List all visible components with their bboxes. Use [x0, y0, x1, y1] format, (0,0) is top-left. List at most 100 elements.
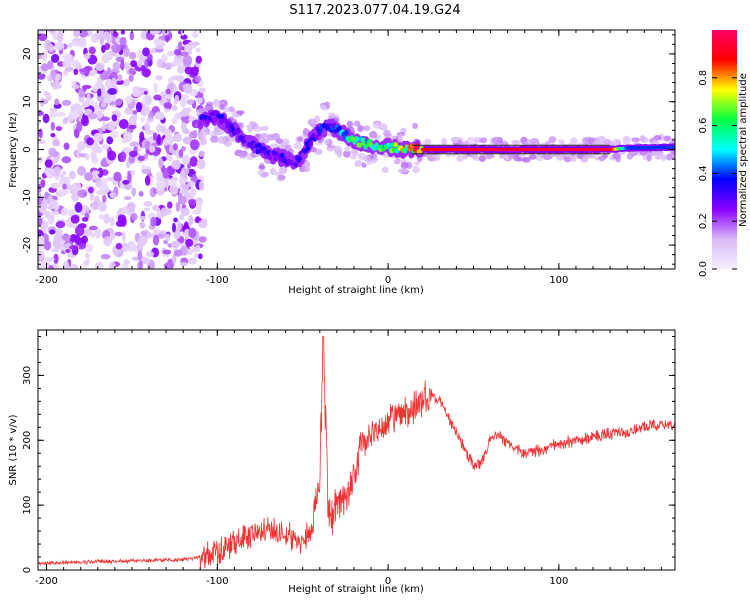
ridge-core-blob — [213, 116, 218, 122]
snr-y-axis-label: SNR (10 * v/v) — [8, 414, 19, 485]
ridge-halo-blob — [424, 138, 432, 145]
noise-blob — [50, 82, 57, 87]
noise-blob — [123, 62, 131, 69]
ridge-halo-blob — [260, 125, 269, 132]
noise-blob — [152, 132, 158, 141]
ridge-halo-blob — [297, 136, 303, 142]
ridge-halo-blob — [582, 136, 590, 144]
snr-marks — [38, 336, 675, 569]
spectrogram-y-tick-label: 0 — [22, 146, 33, 152]
noise-blob — [107, 150, 117, 161]
noise-blob — [128, 68, 136, 75]
noise-blob — [100, 101, 107, 109]
noise-blob — [62, 183, 67, 190]
noise-blob — [44, 159, 53, 168]
noise-blob — [101, 157, 108, 167]
snr-x-axis-label: Height of straight line (km) — [288, 584, 424, 595]
noise-blob — [176, 220, 182, 231]
ridge-halo-blob — [661, 154, 667, 161]
noise-blob — [100, 253, 111, 260]
noise-blob — [193, 252, 200, 259]
ridge-halo-blob — [612, 153, 622, 160]
noise-blob — [174, 112, 183, 120]
noise-blob — [140, 117, 145, 123]
noise-blob — [112, 61, 121, 71]
noise-blob — [95, 189, 106, 195]
noise-blob — [52, 139, 61, 147]
noise-blob — [68, 170, 76, 180]
noise-blob — [134, 64, 145, 72]
noise-blob — [67, 113, 75, 123]
noise-blob — [180, 122, 187, 132]
ridge-halo-blob — [570, 137, 578, 145]
snr-panel: -200 -100 0 100 0 100 200 300 Height of straigh… — [8, 329, 676, 595]
noise-blob — [41, 50, 48, 62]
noise-blob — [115, 242, 123, 250]
ridge-halo-blob — [602, 153, 608, 159]
ridge-halo-blob — [479, 137, 488, 144]
ridge-halo-blob — [570, 155, 577, 162]
noise-blob — [143, 153, 149, 159]
noise-blob — [91, 170, 100, 175]
ridge-halo-blob — [258, 136, 266, 143]
noise-blob — [189, 188, 197, 197]
snr-x-tick-label: 0 — [385, 576, 391, 587]
noise-blob — [130, 213, 138, 221]
ridge-halo-blob — [478, 154, 486, 163]
noise-blob — [141, 68, 151, 78]
noise-blob — [48, 147, 55, 157]
noise-blob — [82, 86, 88, 92]
ridge-halo-blob — [485, 154, 492, 160]
noise-blob — [94, 101, 99, 111]
noise-blob — [76, 182, 82, 191]
noise-blob — [138, 191, 144, 197]
noise-blob — [84, 153, 90, 160]
noise-blob — [141, 257, 151, 265]
noise-blob — [111, 77, 117, 88]
noise-blob — [171, 117, 178, 125]
ridge-halo-blob — [400, 162, 409, 169]
noise-blob — [153, 82, 158, 94]
noise-blob — [100, 178, 108, 187]
noise-blob — [93, 198, 101, 207]
noise-blob — [172, 58, 183, 67]
noise-blob — [57, 189, 68, 197]
noise-blob — [145, 251, 155, 258]
noise-blob — [128, 150, 138, 158]
noise-blob — [187, 198, 198, 206]
colorbar-label: Normalized spectral amplitude — [738, 73, 749, 227]
noise-blob — [129, 51, 137, 60]
ridge-halo-blob — [333, 145, 342, 153]
noise-blob — [191, 41, 200, 46]
noise-blob — [106, 33, 113, 44]
noise-blob — [152, 234, 160, 246]
noise-blob — [167, 179, 177, 187]
ridge-halo-blob — [275, 138, 284, 144]
noise-blob — [90, 150, 97, 161]
noise-blob — [73, 30, 81, 38]
ridge-halo-blob — [457, 139, 463, 146]
noise-blob — [55, 111, 66, 117]
noise-blob — [111, 43, 122, 54]
colorbar-tick-label: 0.4 — [698, 165, 709, 181]
spectrogram-y-tick-label: -20 — [22, 237, 33, 253]
noise-blob — [143, 105, 151, 115]
noise-blob — [120, 263, 129, 269]
ridge-core-blob — [409, 143, 415, 149]
noise-blob — [119, 151, 127, 163]
noise-blob — [139, 221, 146, 229]
noise-blob — [48, 264, 54, 269]
noise-blob — [165, 208, 171, 214]
noise-blob — [62, 170, 67, 176]
noise-blob — [103, 213, 111, 224]
noise-blob — [52, 238, 63, 249]
noise-blob — [139, 131, 145, 142]
ridge-halo-blob — [307, 118, 317, 126]
noise-blob — [181, 154, 191, 166]
ridge-halo-blob — [451, 138, 459, 144]
noise-blob — [182, 136, 193, 145]
noise-blob — [74, 236, 83, 246]
ridge-core-blob — [297, 155, 303, 162]
